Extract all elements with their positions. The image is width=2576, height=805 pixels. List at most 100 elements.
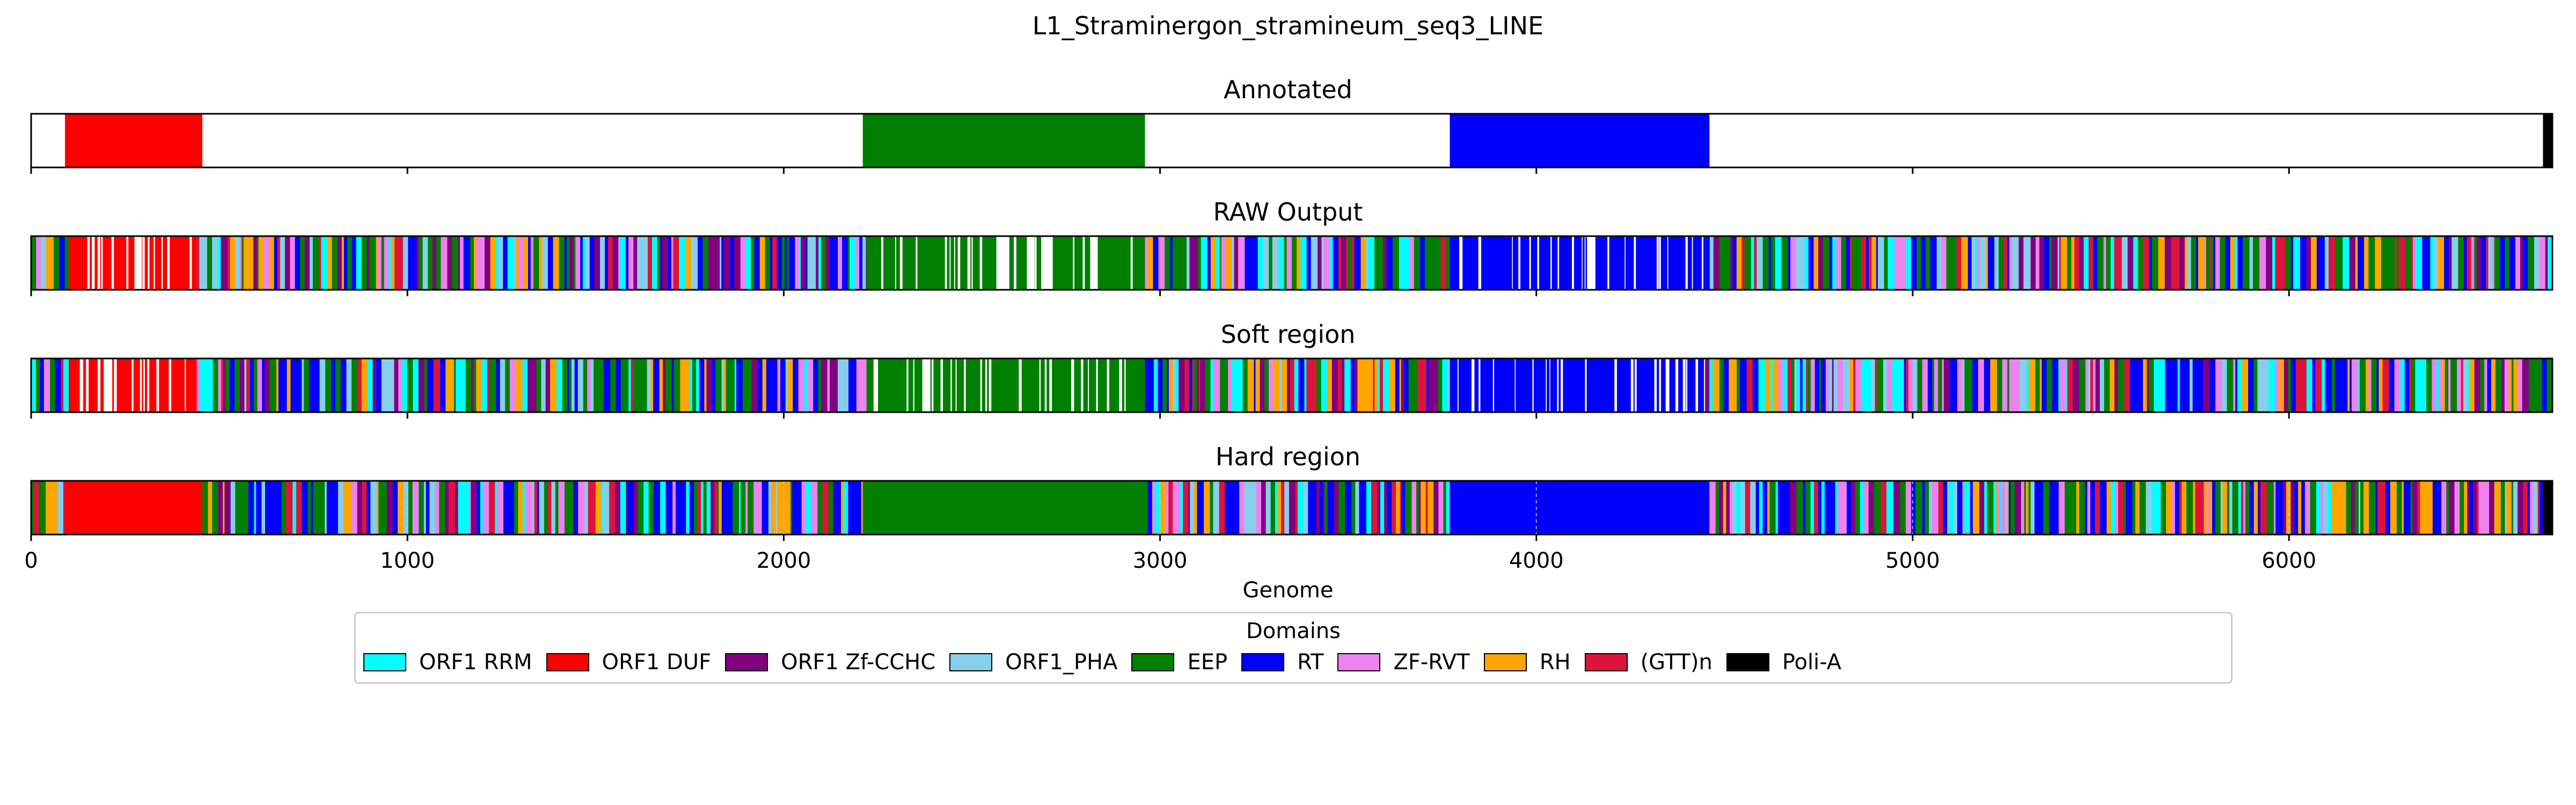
- mixed-stripe: [1944, 358, 1950, 412]
- mixed-stripe: [2381, 236, 2387, 290]
- mixed-stripe: [2025, 481, 2029, 535]
- mixed-stripe: [528, 358, 532, 412]
- mixed-stripe: [361, 236, 368, 290]
- mixed-stripe: [2467, 236, 2472, 290]
- mixed-stripe: [1216, 236, 1220, 290]
- mixed-stripe: [734, 236, 741, 290]
- mixed-stripe: [470, 358, 472, 412]
- gap-stripe: [1532, 358, 1534, 412]
- x-tick-label: 0: [24, 548, 38, 573]
- mixed-stripe: [2019, 358, 2024, 412]
- mixed-stripe: [2474, 358, 2480, 412]
- mixed-stripe: [703, 481, 707, 535]
- track-frame: [30, 480, 2553, 536]
- legend-swatch: [1726, 653, 1769, 671]
- mixed-stripe: [495, 481, 497, 535]
- mixed-stripe: [423, 481, 427, 535]
- mixed-stripe: [1755, 481, 1760, 535]
- mixed-stripe: [1384, 481, 1388, 535]
- mixed-stripe: [1924, 481, 1929, 535]
- mixed-stripe: [227, 236, 231, 290]
- mixed-stripe: [799, 236, 801, 290]
- gap-stripe: [1027, 236, 1030, 290]
- mixed-stripe: [806, 236, 808, 290]
- mixed-stripe: [818, 236, 822, 290]
- gap-stripe: [1665, 358, 1670, 412]
- mixed-stripe: [2321, 236, 2325, 290]
- mixed-stripe: [2192, 358, 2199, 412]
- mixed-stripe: [2415, 358, 2421, 412]
- mixed-stripe: [269, 481, 276, 535]
- gap-stripe: [111, 236, 114, 290]
- mixed-stripe: [1405, 481, 1412, 535]
- mixed-stripe: [1778, 358, 1783, 412]
- mixed-stripe: [2049, 481, 2052, 535]
- mixed-stripe: [2463, 236, 2467, 290]
- mixed-stripe: [515, 236, 519, 290]
- mixed-stripe: [1715, 481, 1719, 535]
- mixed-stripe: [673, 236, 679, 290]
- mixed-stripe: [389, 236, 392, 290]
- figure-title: L1_Straminergon_stramineum_seq3_LINE: [1033, 11, 1543, 40]
- mixed-stripe: [1732, 481, 1737, 535]
- gap-stripe: [1512, 236, 1513, 290]
- mixed-stripe: [2426, 358, 2432, 412]
- mixed-stripe: [640, 358, 647, 412]
- mixed-stripe: [229, 358, 235, 412]
- mixed-stripe: [1978, 358, 1985, 412]
- mixed-stripe: [2379, 358, 2383, 412]
- mixed-stripe: [1433, 358, 1439, 412]
- mixed-stripe: [1333, 236, 1339, 290]
- mixed-stripe: [1319, 358, 1322, 412]
- mixed-stripe: [34, 481, 40, 535]
- mixed-stripe: [244, 358, 247, 412]
- mixed-stripe: [2043, 481, 2050, 535]
- mixed-stripe: [1744, 236, 1752, 290]
- mixed-stripe: [496, 481, 504, 535]
- mixed-stripe: [408, 236, 412, 290]
- mixed-stripe: [818, 358, 822, 412]
- mixed-stripe: [665, 358, 672, 412]
- mixed-stripe: [2494, 236, 2500, 290]
- mixed-stripe: [1901, 236, 1906, 290]
- mixed-stripe: [221, 358, 224, 412]
- mixed-stripe: [2010, 481, 2015, 535]
- legend-swatch: [363, 653, 406, 671]
- legend-label: RH: [1539, 650, 1571, 675]
- mixed-stripe: [1380, 236, 1384, 290]
- mixed-stripe: [1821, 358, 1826, 412]
- mixed-stripe: [2182, 358, 2187, 412]
- mixed-stripe: [2196, 236, 2199, 290]
- mixed-stripe: [381, 358, 384, 412]
- region-mixed: [1709, 481, 2544, 535]
- mixed-stripe: [1275, 481, 1278, 535]
- mixed-stripe: [2190, 358, 2193, 412]
- mixed-stripe: [562, 358, 568, 412]
- gap-stripe: [142, 236, 145, 290]
- mixed-stripe: [801, 236, 806, 290]
- mixed-stripe: [1366, 358, 1373, 412]
- mixed-stripe: [1887, 236, 1895, 290]
- mixed-stripe: [490, 236, 496, 290]
- mixed-stripe: [747, 358, 752, 412]
- mixed-stripe: [1323, 236, 1330, 290]
- mixed-stripe: [2111, 481, 2116, 535]
- mixed-stripe: [1153, 236, 1159, 290]
- mixed-stripe: [2071, 236, 2075, 290]
- mixed-stripe: [1284, 236, 1287, 290]
- mixed-stripe: [1818, 236, 1823, 290]
- mixed-stripe: [31, 236, 36, 290]
- mixed-stripe: [2271, 481, 2274, 535]
- mixed-stripe: [577, 358, 584, 412]
- mixed-stripe: [1331, 358, 1338, 412]
- mixed-stripe: [1995, 358, 1997, 412]
- mixed-stripe: [459, 236, 464, 290]
- mixed-stripe: [634, 358, 641, 412]
- gap-stripe: [1119, 358, 1122, 412]
- mixed-stripe: [1300, 236, 1307, 290]
- gap-stripe: [1518, 236, 1520, 290]
- mixed-stripe: [1906, 358, 1909, 412]
- mixed-stripe: [239, 236, 242, 290]
- mixed-stripe: [1972, 358, 1979, 412]
- mixed-stripe: [2349, 236, 2353, 290]
